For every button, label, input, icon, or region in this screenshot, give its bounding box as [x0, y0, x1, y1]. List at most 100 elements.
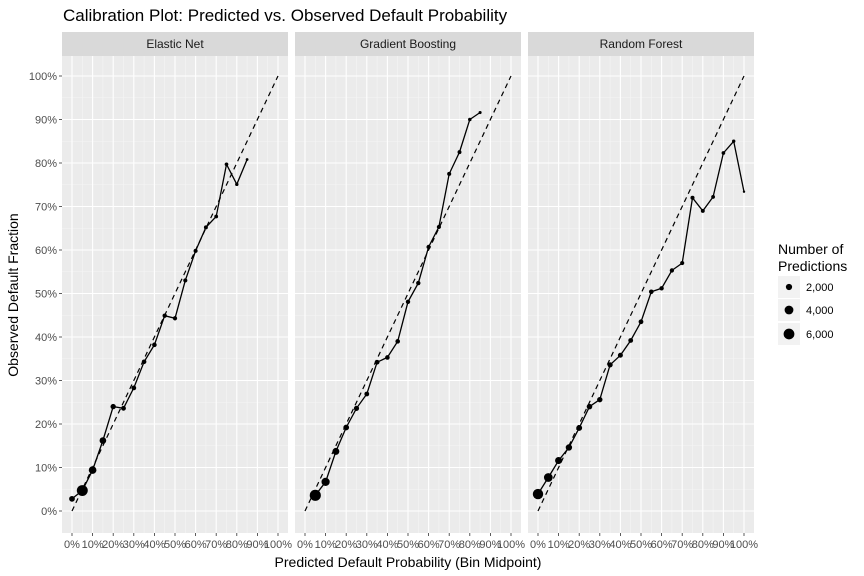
x-tick-label: 90%: [479, 539, 501, 551]
data-point: [76, 485, 88, 497]
data-point: [416, 280, 421, 286]
x-tick-label: 100%: [730, 539, 758, 551]
data-point: [478, 110, 482, 115]
data-point: [638, 319, 644, 325]
x-tick-label: 10%: [82, 539, 104, 551]
legend-key-circle: [784, 305, 794, 315]
x-tick-label: 100%: [264, 539, 292, 551]
panel-1: Gradient Boosting 0% 10%20%30%40%50%60%70%…: [295, 32, 525, 551]
data-point: [426, 244, 431, 250]
data-point: [193, 248, 198, 253]
y-tick-label: 0%: [41, 506, 57, 518]
legend-key-circle: [783, 328, 795, 340]
calibration-line: [71, 159, 248, 500]
legend-label: 6,000: [806, 329, 834, 341]
y-tick-label: 60%: [35, 245, 57, 257]
data-point: [69, 495, 75, 502]
y-tick-label: 80%: [35, 158, 57, 170]
legend-label: 4,000: [806, 305, 834, 317]
x-tick-label: 10%: [548, 539, 570, 551]
x-tick-label: 20%: [335, 539, 357, 551]
data-point: [321, 477, 330, 486]
data-point: [690, 195, 695, 200]
x-tick-label: 60%: [418, 539, 440, 551]
data-point: [88, 466, 97, 474]
data-point: [214, 214, 219, 219]
data-point: [659, 286, 664, 291]
data-point: [669, 268, 675, 273]
data-point: [152, 342, 157, 348]
x-tick-label: 70%: [205, 539, 227, 551]
data-point: [309, 489, 321, 501]
data-point: [395, 339, 401, 344]
y-tick-label: 40%: [35, 332, 57, 344]
data-point: [385, 355, 390, 360]
data-point: [99, 437, 107, 444]
x-tick-label: 30%: [589, 539, 611, 551]
data-point: [576, 424, 583, 431]
chart-title: Calibration Plot: Predicted vs. Observed…: [63, 6, 508, 25]
data-point: [457, 150, 462, 155]
x-tick-label: 30%: [356, 539, 378, 551]
data-point: [172, 316, 178, 321]
x-tick-label: 100%: [497, 539, 525, 551]
data-point: [543, 473, 553, 482]
data-point: [700, 208, 705, 213]
legend-title-line-2: Predictions: [778, 258, 847, 274]
x-tick-label: 0%: [64, 539, 80, 551]
data-point: [343, 424, 350, 431]
facet-strip-label: Random Forest: [600, 37, 683, 51]
data-point: [586, 403, 593, 410]
x-tick-label: 80%: [692, 539, 714, 551]
data-point: [565, 444, 573, 451]
data-point: [721, 151, 726, 155]
data-point: [353, 405, 360, 411]
x-tick-label: 50%: [630, 539, 652, 551]
facet-strip: [62, 32, 288, 56]
data-point: [131, 385, 137, 391]
x-tick-label: 10%: [315, 539, 337, 551]
y-tick-label: 100%: [29, 71, 57, 83]
y-tick-label: 50%: [35, 289, 57, 301]
x-tick-label: 20%: [568, 539, 590, 551]
y-axis-title: Observed Default Fraction: [5, 213, 21, 376]
data-point: [203, 225, 208, 230]
size-legend: Number of Predictions 2,000 4,000 6,000: [778, 241, 847, 345]
legend-key-circle: [785, 283, 793, 291]
data-point: [162, 313, 167, 318]
x-tick-label: 40%: [609, 539, 631, 551]
x-tick-label: 80%: [459, 539, 481, 551]
data-point: [711, 195, 716, 199]
facet-strip: [295, 32, 521, 56]
x-tick-label: 90%: [712, 539, 734, 551]
data-point: [245, 158, 249, 161]
x-tick-label: 50%: [397, 539, 419, 551]
data-point: [617, 352, 623, 358]
facet-strip-label: Elastic Net: [146, 37, 204, 51]
facet-strip: [528, 32, 754, 56]
legend-label: 2,000: [806, 282, 834, 294]
x-tick-label: 0%: [297, 539, 313, 551]
legend-title-line-1: Number of: [778, 241, 843, 257]
data-point: [447, 171, 452, 176]
data-point: [121, 405, 126, 411]
x-tick-label: 90%: [246, 539, 268, 551]
x-tick-label: 20%: [102, 539, 124, 551]
data-point: [731, 139, 736, 143]
y-tick-label: 10%: [35, 463, 57, 475]
x-tick-label: 30%: [123, 539, 145, 551]
x-tick-label: 40%: [143, 539, 165, 551]
data-point: [607, 362, 613, 368]
data-point: [374, 359, 380, 365]
data-point: [555, 456, 563, 465]
x-tick-label: 70%: [438, 539, 460, 551]
data-point: [742, 190, 746, 193]
x-tick-label: 70%: [671, 539, 693, 551]
y-tick-label: 90%: [35, 115, 57, 127]
data-point: [110, 403, 116, 410]
y-tick-label: 30%: [35, 376, 57, 388]
data-point: [532, 488, 544, 500]
x-axis-title: Predicted Default Probability (Bin Midpo…: [275, 554, 542, 570]
